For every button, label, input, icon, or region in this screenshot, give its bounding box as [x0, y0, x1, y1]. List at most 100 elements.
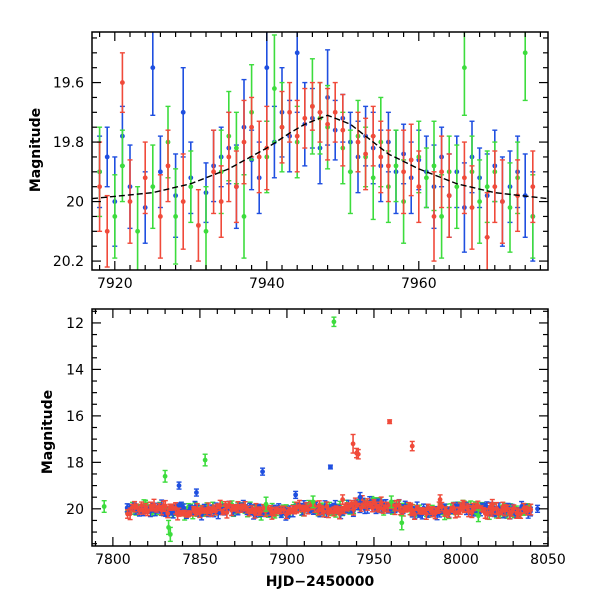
band-point-red: [144, 508, 150, 517]
data-point-green: [507, 162, 513, 253]
data-point: [256, 154, 262, 160]
data-point-red: [416, 150, 422, 224]
data-point-red: [211, 129, 217, 215]
data-point-red: [226, 111, 232, 203]
data-point: [332, 109, 338, 115]
outlier-point-green: [101, 499, 107, 514]
data-point: [386, 163, 391, 169]
data-point-red: [340, 93, 346, 167]
data-point-red: [97, 141, 103, 233]
data-point-red: [317, 81, 323, 143]
data-point-green: [241, 174, 247, 259]
data-point: [348, 169, 353, 175]
data-point: [421, 508, 426, 514]
data-point: [378, 500, 384, 505]
data-point-green: [454, 144, 460, 230]
x-tick-label: 7920: [97, 276, 133, 292]
data-point: [264, 65, 270, 71]
data-point: [127, 199, 133, 204]
data-point: [187, 511, 193, 516]
outlier-point-blue: [357, 491, 363, 503]
data-point-red: [370, 105, 376, 167]
outlier-point-red: [409, 440, 415, 452]
x-tick-label: 8000: [443, 552, 479, 568]
band-point-red: [378, 496, 384, 509]
data-point: [104, 228, 110, 234]
data-point-red: [355, 111, 361, 173]
bottom-plot-area: [101, 316, 541, 543]
data-point: [263, 501, 269, 507]
outlier-point-green: [388, 495, 394, 509]
data-point: [439, 214, 444, 219]
data-point: [357, 494, 363, 500]
data-point: [324, 504, 330, 509]
data-point: [396, 502, 402, 508]
data-point-red: [530, 150, 536, 224]
data-point: [217, 503, 223, 508]
bottom-y-axis-label: Magnitude: [40, 390, 56, 474]
y-tick-label: 14: [66, 362, 84, 378]
data-point: [387, 419, 393, 425]
data-point: [188, 184, 194, 190]
data-point: [477, 199, 482, 204]
data-point: [158, 169, 163, 175]
data-point-red: [241, 99, 247, 185]
data-layer: [92, 32, 548, 270]
data-point: [150, 65, 156, 71]
zoomed-light-curve-panel: 7920 7940 7960 19.6 19.8 20 20.2 Magnitude: [28, 31, 549, 292]
data-point: [370, 133, 376, 139]
outlier-point-blue: [293, 490, 299, 500]
data-point-red: [431, 171, 437, 262]
data-point: [258, 509, 263, 515]
data-point: [437, 497, 443, 502]
data-point: [150, 184, 156, 190]
data-point: [310, 499, 316, 505]
data-point: [500, 199, 505, 204]
data-point-blue: [294, 32, 300, 114]
data-point: [469, 205, 475, 210]
y-tick-label: 16: [66, 409, 84, 425]
data-point: [293, 492, 299, 498]
band-point-red: [139, 501, 145, 510]
data-point-red: [499, 159, 505, 244]
data-point-red: [119, 52, 125, 114]
data-point: [139, 503, 144, 508]
data-point-red: [309, 81, 315, 131]
data-point: [272, 86, 277, 91]
data-point: [176, 483, 182, 488]
band-point-red: [425, 503, 431, 512]
y-tick-label: 18: [66, 455, 84, 471]
data-point: [151, 502, 157, 508]
data-point: [302, 115, 308, 121]
data-point-red: [332, 81, 338, 143]
x-tick-label: 7800: [95, 552, 131, 568]
outlier-point-blue: [260, 467, 266, 476]
data-point: [386, 503, 392, 508]
data-point-blue: [264, 32, 270, 122]
data-point-red: [302, 87, 308, 149]
data-point-red: [256, 120, 262, 194]
data-point-red: [195, 188, 201, 262]
data-point: [104, 154, 110, 160]
y-tick-label: 20.2: [53, 254, 84, 270]
outlier-point-green: [399, 515, 405, 531]
data-point: [409, 443, 415, 449]
model-curve: [92, 114, 548, 200]
outlier-point-green: [331, 316, 337, 328]
data-point: [241, 139, 247, 145]
data-point: [355, 501, 361, 507]
data-point: [211, 169, 217, 175]
band-point-red: [528, 503, 534, 516]
data-point: [234, 145, 239, 151]
data-point: [133, 504, 139, 509]
data-point: [218, 199, 224, 204]
data-point-red: [294, 99, 300, 173]
data-point-green: [522, 32, 528, 102]
data-point: [260, 469, 265, 475]
data-point: [454, 184, 460, 190]
data-point: [203, 228, 209, 234]
full-light-curve-panel: 7800 7850 7900 7950 8000 8050 12 14 16 18 20 Magni…: [40, 308, 566, 590]
data-point: [213, 508, 219, 514]
outlier-point-green: [475, 509, 481, 523]
data-point: [424, 175, 429, 181]
